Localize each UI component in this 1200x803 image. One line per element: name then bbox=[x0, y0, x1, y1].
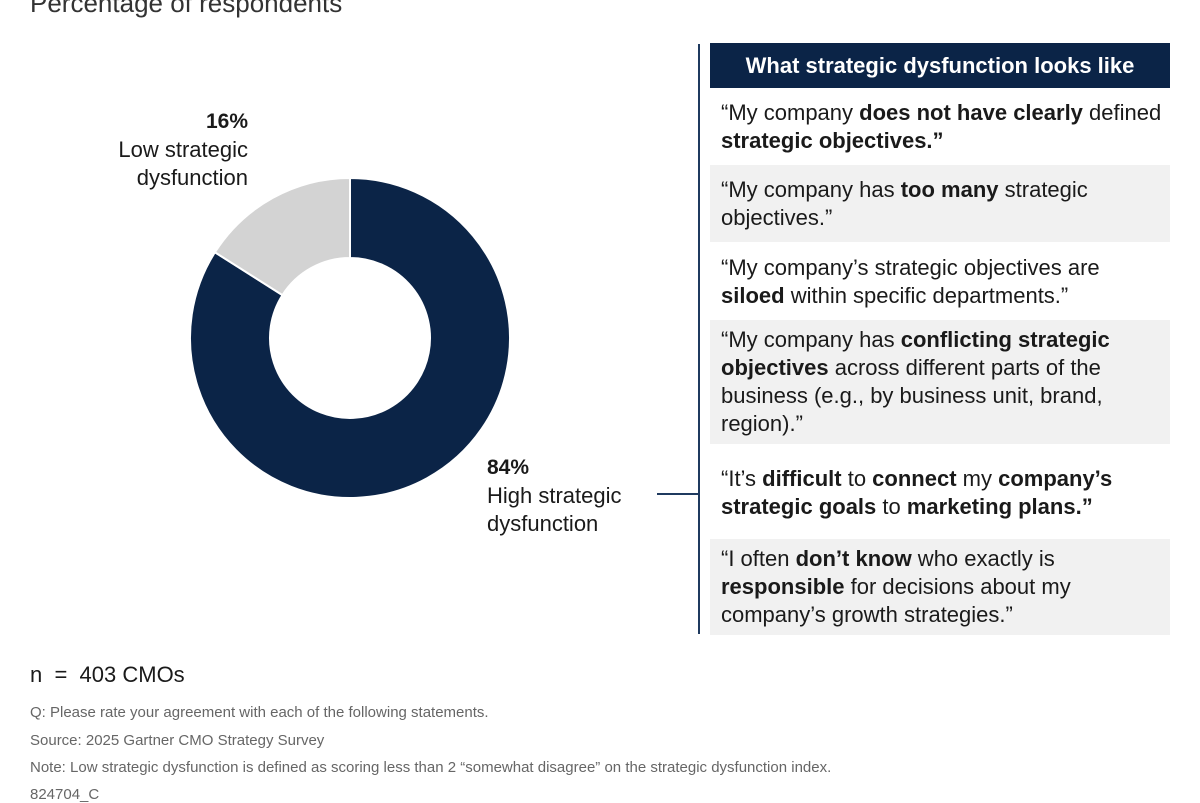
quote-emphasis: responsible bbox=[721, 574, 845, 599]
high-dysfunction-percent: 84% bbox=[487, 456, 530, 479]
footnote-id: 824704_C bbox=[30, 786, 100, 803]
quote-text: strategic objectives.” bbox=[721, 177, 1088, 230]
quote-emphasis: don’t know bbox=[795, 546, 912, 571]
quote-emphasis: strategic objectives.” bbox=[721, 128, 944, 153]
quote-text: defined bbox=[1082, 100, 1162, 125]
quote-text: for decisions about my company’s growth … bbox=[721, 574, 1071, 627]
quote-emphasis: connect bbox=[872, 466, 957, 491]
quote-text: “My company has bbox=[721, 327, 901, 352]
low-dysfunction-name: Low strategic dysfunction bbox=[118, 137, 248, 190]
panel-header: What strategic dysfunction looks like bbox=[710, 43, 1170, 88]
sample-size: n = 403 CMOs bbox=[30, 662, 185, 687]
quote-emphasis: company’s strategic goals bbox=[721, 466, 1113, 519]
panel-divider-line bbox=[698, 44, 700, 634]
donut-slice-high-strategic-dysfunction bbox=[189, 176, 511, 499]
quote-emphasis: does not have clearly bbox=[859, 100, 1083, 125]
label-connector-line bbox=[657, 493, 700, 495]
quote-text: to bbox=[841, 466, 873, 491]
footnote-note: Note: Low strategic dysfunction is defin… bbox=[30, 759, 832, 776]
quote-text: who exactly is bbox=[911, 546, 1055, 571]
quote-emphasis: too many bbox=[900, 177, 999, 202]
quote-item: “I often don’t know who exactly is respo… bbox=[710, 539, 1170, 635]
footnote-source: Source: 2025 Gartner CMO Strategy Survey bbox=[30, 732, 325, 749]
high-dysfunction-name: High strategic dysfunction bbox=[487, 483, 622, 536]
quote-text: within specific departments.” bbox=[784, 283, 1069, 308]
quote-item: “It’s difficult to connect my company’s … bbox=[710, 465, 1175, 525]
donut-slice-low-strategic-dysfunction bbox=[213, 176, 351, 297]
quote-text: “My company has bbox=[721, 177, 901, 202]
quote-emphasis: conflicting strategic objectives bbox=[721, 327, 1110, 380]
quote-emphasis: siloed bbox=[721, 283, 785, 308]
quote-text: “I often bbox=[721, 546, 796, 571]
quote-text: “My company’s strategic objectives are bbox=[721, 255, 1100, 280]
low-dysfunction-percent: 16% bbox=[205, 110, 248, 133]
quote-emphasis: difficult bbox=[762, 466, 842, 491]
quote-text: “My company bbox=[721, 100, 860, 125]
quote-item: “My company has conflicting strategic ob… bbox=[710, 320, 1170, 444]
chart-subtitle: Percentage of respondents bbox=[30, 0, 343, 18]
quote-item: “My company has too many strategic objec… bbox=[710, 165, 1170, 242]
quote-emphasis: marketing plans.” bbox=[906, 494, 1093, 519]
quote-item: “My company does not have clearly define… bbox=[710, 99, 1175, 159]
high-dysfunction-label: 84% High strategic dysfunction bbox=[487, 454, 667, 538]
donut-chart bbox=[189, 176, 511, 499]
quote-text: my bbox=[956, 466, 999, 491]
quote-item: “My company’s strategic objectives are s… bbox=[710, 254, 1175, 314]
low-dysfunction-label: 16% Low strategic dysfunction bbox=[90, 108, 248, 192]
quote-text: “It’s bbox=[721, 466, 763, 491]
footnote-question: Q: Please rate your agreement with each … bbox=[30, 704, 489, 721]
quote-text: to bbox=[876, 494, 907, 519]
quote-text: across different parts of the business (… bbox=[721, 355, 1103, 436]
